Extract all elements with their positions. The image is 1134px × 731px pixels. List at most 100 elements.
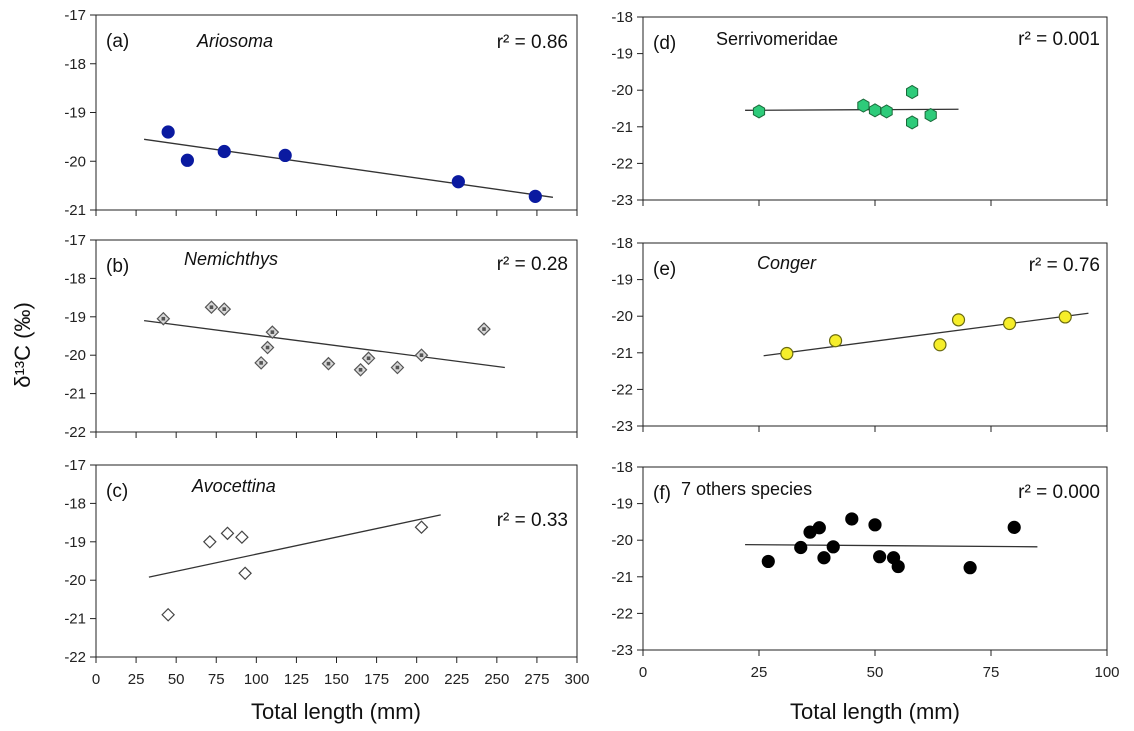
panel-e: -23 -22 -21 -20 -19 -18 (e) Conger r² = 0.76: [611, 235, 1108, 435]
y-tick-label: -20: [611, 82, 633, 99]
x-axis-label-left: Total length (mm): [251, 699, 421, 724]
data-point-center: [259, 361, 263, 365]
taxon-name: Avocettina: [191, 476, 276, 496]
x-tick-label: 0: [639, 664, 647, 681]
panel-label: (d): [653, 33, 676, 54]
y-tick-label: -22: [64, 649, 86, 666]
data-point-center: [358, 367, 363, 372]
y-tick-label: -21: [64, 202, 86, 219]
data-point: [217, 144, 231, 159]
panel-label: (c): [106, 481, 128, 502]
y-tick-label: -20: [64, 572, 86, 589]
taxon-name: 7 others species: [681, 479, 812, 499]
y-tick-label: -23: [611, 418, 633, 435]
data-point: [873, 550, 887, 564]
x-tick-label: 25: [751, 664, 768, 681]
regression-line: [144, 138, 554, 198]
regression-line: [144, 319, 505, 369]
data-point: [1007, 520, 1021, 534]
data-point-center: [209, 305, 214, 309]
data-point-center: [419, 353, 424, 357]
data-point: [891, 559, 905, 574]
data-point: [868, 518, 882, 532]
taxon-name: Ariosoma: [196, 31, 273, 51]
panel-c: -22 -21 -20 -19 -18 -17 0 25 50 75 100 125 150 175 200…: [64, 457, 589, 688]
x-tick-label: 300: [564, 671, 589, 688]
data-point: [278, 148, 292, 162]
data-point: [906, 115, 919, 130]
data-point: [752, 104, 766, 119]
y-tick-label: -22: [611, 605, 633, 622]
data-point: [857, 98, 870, 113]
data-point-center: [222, 307, 227, 311]
data-point: [202, 534, 217, 549]
data-point: [1002, 316, 1017, 331]
data-point: [817, 551, 831, 565]
y-tick-label: -17: [64, 232, 86, 249]
x-tick-label: 25: [128, 671, 145, 688]
data-point: [951, 313, 966, 327]
y-tick-label: -20: [64, 347, 86, 364]
data-point-center: [366, 356, 371, 361]
data-point: [1058, 310, 1072, 324]
x-tick-label: 100: [1094, 664, 1119, 681]
y-tick-label: -18: [611, 235, 633, 252]
x-axis-label-right: Total length (mm): [790, 699, 960, 724]
data-point: [868, 103, 882, 118]
panel-label: (e): [653, 259, 676, 280]
r-squared: r² = 0.76: [1029, 255, 1100, 276]
x-tick-label: 75: [983, 664, 1000, 681]
x-tick-label: 50: [168, 671, 185, 688]
data-point-center: [161, 316, 166, 321]
data-point: [161, 607, 175, 622]
data-point: [812, 521, 826, 535]
y-tick-label: -20: [611, 308, 633, 325]
x-tick-label: 250: [484, 671, 509, 688]
y-tick-label: -18: [611, 459, 633, 476]
x-tick-label: 0: [92, 671, 100, 688]
y-tick-label: -20: [64, 153, 86, 170]
y-tick-label: -22: [611, 155, 633, 172]
x-tick-label: 225: [444, 671, 469, 688]
y-tick-label: -19: [64, 309, 86, 326]
data-point: [220, 526, 235, 541]
data-point: [924, 108, 937, 123]
y-tick-label: -19: [611, 46, 633, 63]
data-point: [828, 334, 843, 348]
panel-a: -21 -20 -19 -18 -17 (a) Ariosoma r² = 0.86: [64, 7, 578, 219]
y-tick-label: -18: [611, 9, 633, 26]
y-tick-label: -22: [64, 424, 86, 441]
taxon-name: Serrivomeridae: [716, 29, 838, 49]
panel-b: -22 -21 -20 -19 -18 -17 (b) Nemichthys r² = 0.28: [64, 232, 578, 441]
regression-line: [763, 312, 1089, 357]
data-point: [933, 338, 947, 352]
x-tick-label: 75: [208, 671, 225, 688]
y-tick-label: -18: [64, 56, 86, 73]
y-tick-label: -19: [64, 105, 86, 122]
data-point-center: [265, 345, 270, 350]
y-tick-label: -23: [611, 192, 633, 209]
data-point-center: [326, 361, 331, 366]
data-point-center: [270, 330, 275, 334]
data-point: [161, 125, 175, 139]
regression-line: [745, 543, 1038, 548]
y-tick-label: -21: [611, 119, 633, 136]
r-squared: r² = 0.33: [497, 510, 568, 531]
data-point-center: [395, 365, 400, 370]
x-tick-label: 125: [284, 671, 309, 688]
x-tick-label: 150: [324, 671, 349, 688]
y-tick-label: -17: [64, 457, 86, 474]
data-point: [238, 566, 252, 581]
data-point: [761, 554, 775, 569]
data-point: [845, 512, 859, 526]
y-tick-label: -22: [611, 381, 633, 398]
panel-label: (b): [106, 256, 129, 277]
y-axis-label: δ¹³C (‰): [10, 302, 35, 388]
y-tick-label: -18: [64, 270, 86, 287]
data-point: [826, 540, 840, 554]
y-tick-label: -19: [64, 534, 86, 551]
y-tick-label: -23: [611, 642, 633, 659]
y-tick-label: -17: [64, 7, 86, 24]
x-tick-label: 175: [364, 671, 389, 688]
panel-label: (a): [106, 31, 129, 52]
